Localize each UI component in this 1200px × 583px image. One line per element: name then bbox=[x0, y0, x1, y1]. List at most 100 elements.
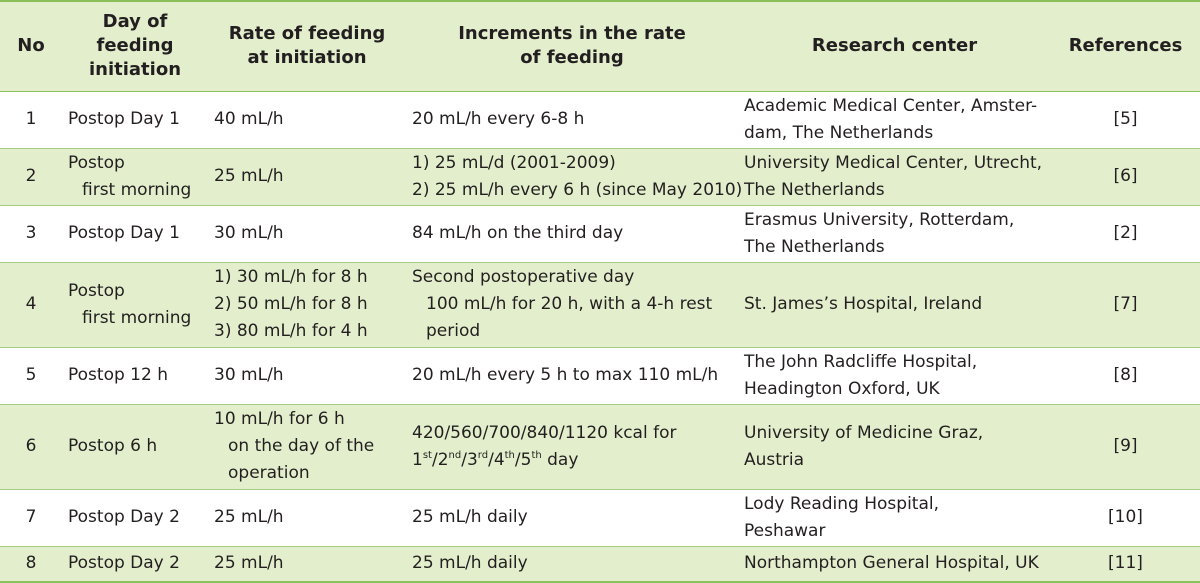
reference-cell: [5] bbox=[1051, 91, 1200, 149]
table-header: No Day of feeding initiation Rate of fee… bbox=[0, 0, 1200, 92]
reference-cell: [7] bbox=[1051, 262, 1200, 348]
table-row: 7 Postop Day 2 25 mL/h 25 mL/h daily Lod… bbox=[0, 489, 1200, 547]
initial-rate-cell: 10 mL/h for 6 h on the day of the operat… bbox=[208, 404, 406, 490]
initial-rate-cell: 25 mL/h bbox=[208, 148, 406, 206]
table-row: 6 Postop 6 h 10 mL/h for 6 h on the day … bbox=[0, 404, 1200, 490]
day-of-initiation-cell: Postop 12 h bbox=[62, 347, 208, 405]
research-center-cell: Academic Medical Center, Amster- dam, Th… bbox=[738, 91, 1051, 149]
reference-cell: [9] bbox=[1051, 404, 1200, 490]
cell-line: Postop Day 2 bbox=[68, 553, 180, 574]
header-references: References bbox=[1051, 0, 1200, 92]
header-rate-line: Rate of feeding bbox=[228, 23, 386, 45]
ordinal-number: 4 bbox=[493, 449, 505, 470]
header-increments-line: of feeding bbox=[520, 47, 624, 69]
cell-line: 420/560/700/840/1120 kcal for bbox=[412, 422, 677, 443]
header-rate-line: at initiation bbox=[247, 47, 367, 69]
cell-line: 25 mL/h daily bbox=[412, 507, 528, 527]
table-row: 3 Postop Day 1 30 mL/h 84 mL/h on the th… bbox=[0, 205, 1200, 263]
cell-line: 20 mL/h every 5 h to max 110 mL/h bbox=[412, 365, 719, 385]
cell-line: 2) 50 mL/h for 8 h bbox=[214, 294, 368, 314]
cell-line: 30 mL/h bbox=[214, 223, 284, 243]
cell-line: Postop bbox=[68, 280, 125, 301]
cell-line: 1) 25 mL/d (2001-2009) bbox=[412, 152, 616, 173]
cell-line: University Medical Center, Utrecht, bbox=[744, 152, 1043, 173]
cell-line: Second postoperative day bbox=[412, 267, 635, 287]
header-research-center: Research center bbox=[738, 0, 1051, 92]
row-number: 5 bbox=[0, 347, 62, 405]
cell-line: The John Radcliffe Hospital, bbox=[744, 351, 978, 372]
ordinal-suffix: th bbox=[504, 449, 515, 461]
cell-line: Headington Oxford, UK bbox=[744, 378, 940, 399]
research-center-cell: Erasmus University, Rotterdam, The Nethe… bbox=[738, 205, 1051, 263]
initial-rate-cell: 40 mL/h bbox=[208, 91, 406, 149]
row-number: 1 bbox=[0, 91, 62, 149]
ordinal-separator: / bbox=[488, 449, 494, 470]
initial-rate-cell: 25 mL/h bbox=[208, 489, 406, 547]
cell-line: 30 mL/h bbox=[214, 365, 284, 385]
cell-line: Austria bbox=[744, 449, 805, 470]
increments-cell: 84 mL/h on the third day bbox=[406, 205, 738, 263]
ordinal-suffix: rd bbox=[477, 449, 489, 461]
ordinal-suffix: st bbox=[422, 449, 432, 461]
cell-line: Lody Reading Hospital, bbox=[744, 493, 940, 514]
table-row: 5 Postop 12 h 30 mL/h 20 mL/h every 5 h … bbox=[0, 347, 1200, 405]
cell-line: 25 mL/h bbox=[214, 166, 284, 186]
initial-rate-cell: 30 mL/h bbox=[208, 347, 406, 405]
cell-line: Postop 6 h bbox=[68, 436, 158, 456]
cell-line: 3) 80 mL/h for 4 h bbox=[214, 321, 368, 341]
increments-cell: 25 mL/h daily bbox=[406, 489, 738, 547]
cell-line: Postop bbox=[68, 152, 125, 173]
cell-line: first morning bbox=[82, 179, 192, 200]
day-of-initiation-cell: Postop Day 2 bbox=[62, 546, 208, 583]
research-center-cell: St. James’s Hospital, Ireland bbox=[738, 262, 1051, 348]
increments-cell: 25 mL/h daily bbox=[406, 546, 738, 583]
cell-line: Erasmus University, Rotterdam, bbox=[744, 209, 1015, 230]
cell-line: 25 mL/h daily bbox=[412, 553, 528, 574]
row-number: 4 bbox=[0, 262, 62, 348]
cell-line: Postop Day 1 bbox=[68, 223, 180, 243]
table-row: 4 Postop first morning 1) 30 mL/h for 8 … bbox=[0, 262, 1200, 348]
research-center-cell: University Medical Center, Utrecht, The … bbox=[738, 148, 1051, 206]
header-no: No bbox=[0, 0, 62, 92]
initial-rate-cell: 25 mL/h bbox=[208, 546, 406, 583]
cell-line: Academic Medical Center, Amster- bbox=[744, 95, 1038, 116]
ordinal-day-suffix: day bbox=[541, 449, 579, 470]
day-of-initiation-cell: Postop Day 1 bbox=[62, 205, 208, 263]
row-number: 6 bbox=[0, 404, 62, 490]
cell-line: 1) 30 mL/h for 8 h bbox=[214, 267, 368, 287]
cell-line: 40 mL/h bbox=[214, 109, 284, 129]
cell-line: 20 mL/h every 6-8 h bbox=[412, 109, 585, 129]
table-row: 2 Postop first morning 25 mL/h 1) 25 mL/… bbox=[0, 148, 1200, 206]
reference-cell: [2] bbox=[1051, 205, 1200, 263]
cell-line: The Netherlands bbox=[744, 236, 885, 257]
ordinal-number: 3 bbox=[466, 449, 478, 470]
header-day-line: feeding bbox=[96, 35, 174, 57]
row-number: 3 bbox=[0, 205, 62, 263]
reference-cell: [8] bbox=[1051, 347, 1200, 405]
cell-line: operation bbox=[228, 463, 310, 483]
ordinal-suffix: nd bbox=[448, 449, 462, 461]
header-day-line: initiation bbox=[88, 59, 182, 81]
cell-line: University of Medicine Graz, bbox=[744, 422, 984, 443]
cell-line: Peshawar bbox=[744, 520, 826, 541]
reference-cell: [11] bbox=[1051, 546, 1200, 583]
cell-line: dam, The Netherlands bbox=[744, 122, 934, 143]
header-increments-line: Increments in the rate bbox=[458, 23, 686, 45]
row-number: 2 bbox=[0, 148, 62, 206]
research-center-cell: Lody Reading Hospital, Peshawar bbox=[738, 489, 1051, 547]
cell-line: Northampton General Hospital, UK bbox=[744, 553, 1039, 574]
increments-cell: 20 mL/h every 6-8 h bbox=[406, 91, 738, 149]
cell-line: Postop 12 h bbox=[68, 365, 168, 385]
day-of-initiation-cell: Postop Day 1 bbox=[62, 91, 208, 149]
header-row: No Day of feeding initiation Rate of fee… bbox=[0, 0, 1200, 92]
cell-line: on the day of the bbox=[228, 436, 375, 456]
cell-line: 2) 25 mL/h every 6 h (since May 2010) bbox=[412, 179, 743, 200]
reference-cell: [10] bbox=[1051, 489, 1200, 547]
day-of-initiation-cell: Postop 6 h bbox=[62, 404, 208, 490]
research-center-cell: Northampton General Hospital, UK bbox=[738, 546, 1051, 583]
day-of-initiation-cell: Postop first morning bbox=[62, 148, 208, 206]
initial-rate-cell: 30 mL/h bbox=[208, 205, 406, 263]
cell-line: 100 mL/h for 20 h, with a 4-h rest bbox=[426, 294, 713, 314]
cell-line: Postop Day 1 bbox=[68, 109, 180, 129]
